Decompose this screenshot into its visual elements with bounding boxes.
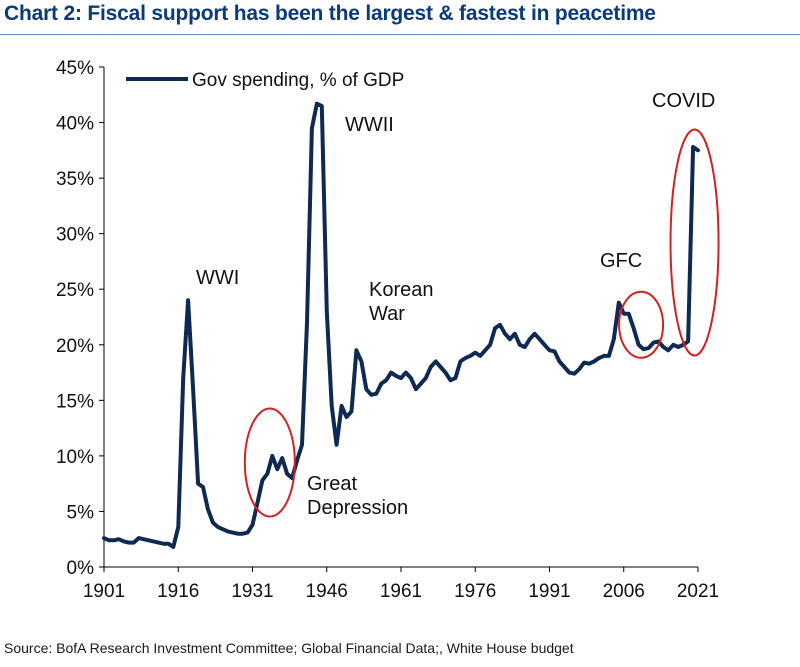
chart-title: Chart 2: Fiscal support has been the lar…	[4, 2, 656, 25]
x-tick-label: 1976	[454, 581, 496, 602]
x-tick-label: 1991	[528, 581, 570, 602]
line-chart: 0% 5% 10% 15% 20% 25% 30% 35% 40% 45% 1901 1916 193…	[56, 58, 720, 602]
x-tick-label: 1901	[83, 581, 125, 602]
annotation-label: WWI	[196, 267, 239, 289]
annotation-label: Great Depression	[307, 473, 408, 519]
y-tick-label: 40%	[56, 114, 94, 135]
y-tick-label: 45%	[56, 58, 94, 79]
highlight-circle	[243, 407, 296, 518]
x-tick-label: 2006	[603, 581, 645, 602]
highlight-circle	[618, 290, 665, 359]
y-tick-label: 30%	[56, 225, 94, 246]
x-tick-label: 1946	[306, 581, 348, 602]
highlight-circle	[669, 128, 720, 357]
chart-annotations: WWI WWII Korean War Great Depression GFC COVID	[196, 90, 715, 519]
y-tick-label: 35%	[56, 169, 94, 190]
annotation-label: COVID	[652, 90, 715, 112]
y-tick-label: 10%	[56, 447, 94, 468]
series-layer	[102, 101, 700, 549]
y-axis-ticks: 0% 5% 10% 15% 20% 25% 30% 35% 40% 45%	[56, 58, 104, 579]
annotation-label: WWII	[345, 114, 394, 136]
annotation-label: GFC	[600, 250, 642, 272]
title-divider	[0, 34, 800, 35]
x-tick-label: 1961	[380, 581, 422, 602]
x-axis-ticks: 1901 1916 1931 1946 1961 1976 1991 2006 2021	[83, 567, 719, 602]
x-tick-label: 1916	[157, 581, 199, 602]
y-tick-label: 20%	[56, 336, 94, 357]
y-tick-label: 5%	[67, 502, 95, 523]
y-tick-label: 0%	[67, 558, 95, 579]
series-line	[102, 101, 700, 549]
y-tick-label: 25%	[56, 280, 94, 301]
source-note: Source: BofA Research Investment Committ…	[4, 640, 574, 656]
x-tick-label: 1931	[231, 581, 273, 602]
annotation-label: Korean War	[369, 279, 434, 325]
y-tick-label: 15%	[56, 391, 94, 412]
legend-label: Gov spending, % of GDP	[192, 70, 404, 91]
x-tick-label: 2021	[677, 581, 719, 602]
highlight-circles	[243, 128, 720, 518]
chart-legend: Gov spending, % of GDP	[126, 70, 404, 91]
